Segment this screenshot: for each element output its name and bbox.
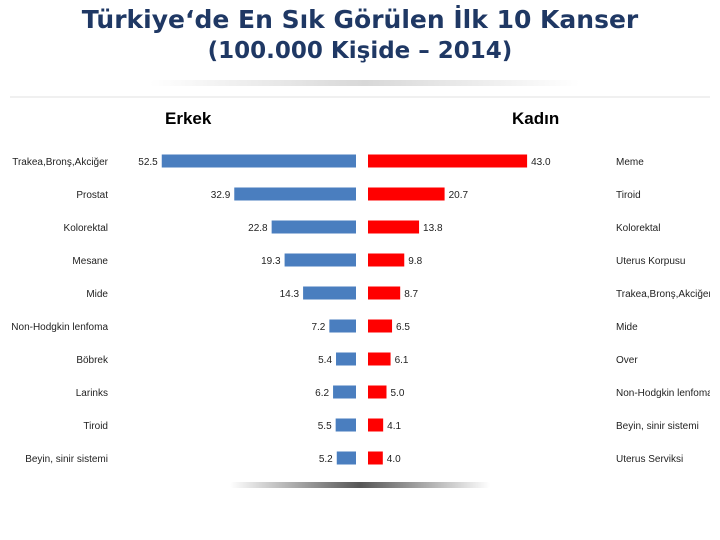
- female-value-label: 13.8: [423, 223, 443, 234]
- male-bar: [336, 352, 356, 366]
- top-divider: [150, 80, 580, 86]
- male-category-label: Tiroid: [83, 421, 108, 432]
- female-bar: [368, 253, 405, 267]
- male-bar: [303, 286, 356, 300]
- chart-title: Türkiye‘de En Sık Görülen İlk 10 Kanser …: [0, 4, 720, 66]
- legend-female: Kadın: [512, 109, 559, 128]
- female-value-label: 6.5: [396, 322, 410, 333]
- female-bar: [368, 385, 387, 399]
- male-category-label: Trakea,Bronş,Akciğer: [12, 157, 108, 168]
- male-category-label: Non-Hodgkin lenfoma: [11, 322, 108, 333]
- female-category-label: Non-Hodgkin lenfoma: [616, 388, 710, 399]
- female-bar: [368, 187, 445, 201]
- female-value-label: 43.0: [531, 157, 551, 168]
- title-line-1: Türkiye‘de En Sık Görülen İlk 10 Kanser: [81, 5, 639, 34]
- male-category-label: Beyin, sinir sistemi: [25, 454, 108, 465]
- male-category-label: Böbrek: [76, 355, 109, 366]
- male-bar: [329, 319, 356, 333]
- title-line-2: (100.000 Kişide – 2014): [207, 38, 513, 64]
- female-value-label: 5.0: [391, 388, 405, 399]
- female-bar: [368, 154, 528, 168]
- female-value-label: 8.7: [404, 289, 418, 300]
- female-bar: [368, 352, 391, 366]
- female-category-label: Trakea,Bronş,Akciğer: [616, 289, 710, 300]
- male-category-label: Mesane: [72, 256, 108, 267]
- male-bar: [271, 220, 356, 234]
- male-value-label: 5.2: [319, 454, 333, 465]
- female-bar: [368, 418, 384, 432]
- male-value-label: 19.3: [261, 256, 281, 267]
- female-bar: [368, 220, 420, 234]
- male-value-label: 6.2: [315, 388, 329, 399]
- female-category-label: Mide: [616, 322, 638, 333]
- female-bar: [368, 286, 401, 300]
- male-value-label: 7.2: [311, 322, 325, 333]
- male-value-label: 52.5: [138, 157, 158, 168]
- female-category-label: Beyin, sinir sistemi: [616, 421, 699, 432]
- female-value-label: 6.1: [395, 355, 409, 366]
- female-value-label: 9.8: [408, 256, 422, 267]
- female-category-label: Tiroid: [616, 190, 641, 201]
- female-category-label: Uterus Serviksi: [616, 454, 683, 465]
- female-bar: [368, 319, 393, 333]
- male-value-label: 14.3: [280, 289, 300, 300]
- male-value-label: 5.4: [318, 355, 332, 366]
- butterfly-bar-chart: Erkek Kadın 52.5 Trakea,Bronş,Akciğer 32.9 Pr…: [11, 109, 713, 465]
- female-category-label: Over: [616, 355, 638, 366]
- female-value-label: 4.1: [387, 421, 401, 432]
- female-category-label: Uterus Korpusu: [616, 256, 685, 267]
- male-category-label: Kolorektal: [64, 223, 108, 234]
- male-bar: [335, 418, 356, 432]
- male-category-label: Larinks: [76, 388, 108, 399]
- male-bar: [234, 187, 356, 201]
- chart-panel: Erkek Kadın 52.5 Trakea,Bronş,Akciğer 32.9 Pr…: [10, 96, 713, 486]
- male-category-label: Mide: [86, 289, 108, 300]
- female-value-label: 20.7: [449, 190, 469, 201]
- male-bar: [333, 385, 356, 399]
- male-value-label: 32.9: [211, 190, 231, 201]
- legend-male: Erkek: [165, 109, 212, 128]
- male-category-label: Prostat: [76, 190, 108, 201]
- female-category-label: Meme: [616, 157, 644, 168]
- female-value-label: 4.0: [387, 454, 401, 465]
- bottom-divider: [230, 482, 490, 488]
- male-bar: [161, 154, 356, 168]
- male-bar: [336, 451, 356, 465]
- male-value-label: 22.8: [248, 223, 268, 234]
- male-value-label: 5.5: [318, 421, 332, 432]
- female-category-label: Kolorektal: [616, 223, 660, 234]
- female-bar: [368, 451, 383, 465]
- male-bar: [284, 253, 356, 267]
